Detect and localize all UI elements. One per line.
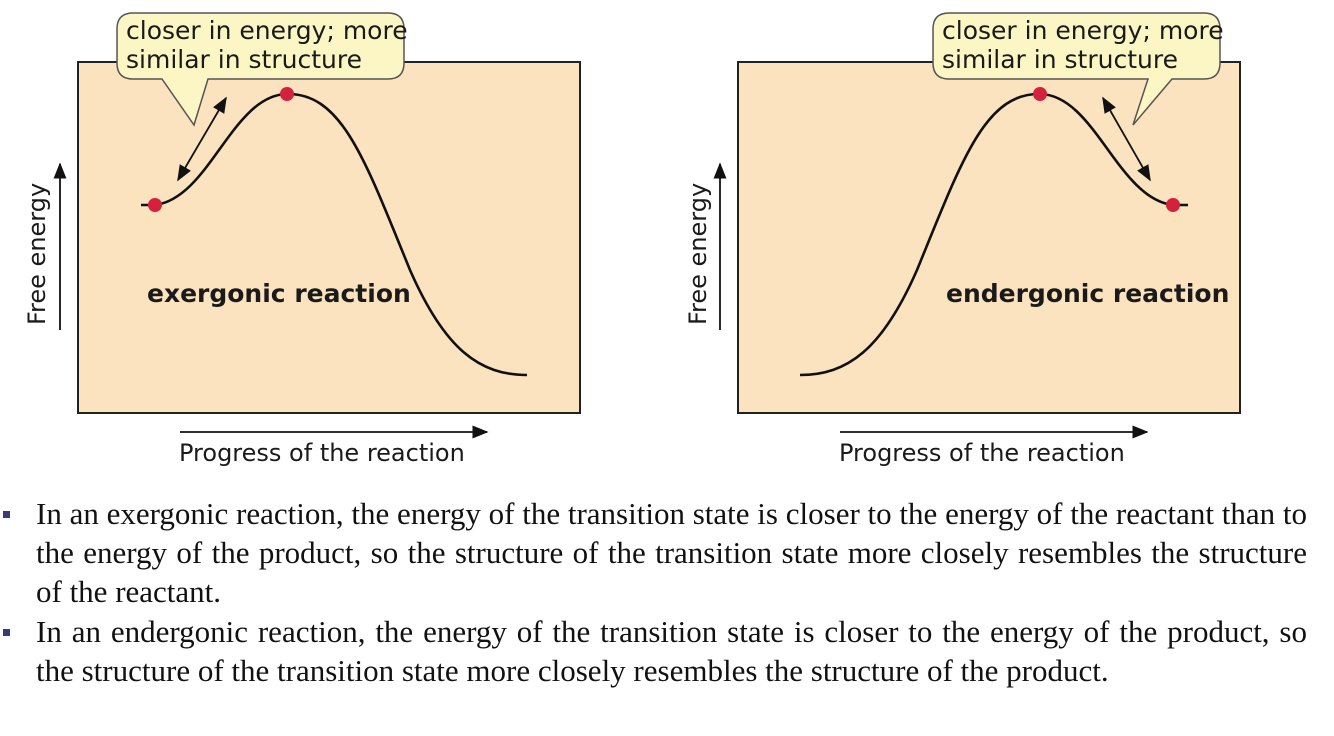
exergonic-transition-state-point <box>280 87 294 101</box>
bullet-endergonic: In an endergonic reaction, the energy of… <box>0 612 1307 690</box>
endergonic-callout: closer in energy; more similar in struct… <box>932 12 1224 126</box>
endergonic-callout-line-1: closer in energy; more <box>942 16 1224 45</box>
exergonic-y-axis-label: Free energy <box>23 183 51 325</box>
exergonic-callout-line-1: closer in energy; more <box>126 16 408 45</box>
endergonic-callout-bubble <box>932 12 1221 126</box>
endergonic-panel: closer in energy; more similar in struct… <box>684 12 1241 467</box>
exergonic-double-arrow <box>177 96 227 182</box>
endergonic-y-axis-label: Free energy <box>684 183 712 325</box>
endergonic-callout-line-2: similar in structure <box>942 45 1178 74</box>
endergonic-product-point <box>1166 198 1180 212</box>
bullet-exergonic-text: In an exergonic reaction, the energy of … <box>36 496 1307 609</box>
exergonic-x-axis-label: Progress of the reaction <box>179 439 465 467</box>
bullet-exergonic: In an exergonic reaction, the energy of … <box>0 494 1307 611</box>
exergonic-callout: closer in energy; more similar in struct… <box>116 12 408 127</box>
square-bullet-icon <box>3 629 10 636</box>
endergonic-x-axis-label: Progress of the reaction <box>839 439 1125 467</box>
endergonic-reaction-label: endergonic reaction <box>946 279 1229 308</box>
exergonic-callout-line-2: similar in structure <box>126 45 362 74</box>
exergonic-plot-area <box>77 61 581 414</box>
exergonic-callout-bubble <box>116 12 405 127</box>
endergonic-double-arrow <box>1102 96 1151 182</box>
bullet-endergonic-text: In an endergonic reaction, the energy of… <box>36 614 1307 688</box>
endergonic-transition-state-point <box>1033 87 1047 101</box>
exergonic-panel: closer in energy; more similar in struct… <box>23 12 581 467</box>
endergonic-plot-area <box>737 61 1241 414</box>
exergonic-reactant-point <box>148 198 162 212</box>
energy-diagrams: closer in energy; more similar in struct… <box>23 12 1241 467</box>
exergonic-reaction-label: exergonic reaction <box>147 279 411 308</box>
explanation-list: In an exergonic reaction, the energy of … <box>0 494 1334 691</box>
square-bullet-icon <box>3 511 10 518</box>
